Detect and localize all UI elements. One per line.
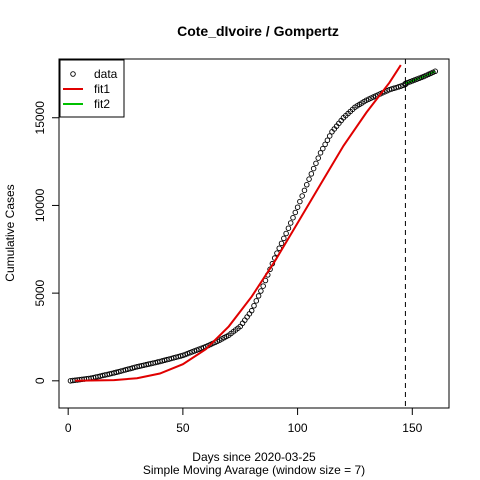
data-point	[252, 303, 257, 308]
x-tick-label: 50	[176, 421, 190, 435]
data-point	[259, 289, 264, 294]
y-axis-label: Cumulative Cases	[3, 184, 17, 281]
data-point	[284, 231, 289, 236]
data-point	[254, 299, 259, 304]
data-point	[309, 172, 314, 177]
data-point	[293, 210, 298, 215]
y-tick-label: 15000	[33, 101, 47, 135]
data-point	[288, 221, 293, 226]
data-point	[300, 194, 305, 199]
data-point	[314, 161, 319, 166]
y-tick-label: 5000	[33, 279, 47, 306]
x-tick-label: 100	[288, 421, 308, 435]
y-axis: 0 5000 10000 15000	[33, 101, 59, 384]
data-point	[304, 182, 309, 187]
data-point	[243, 318, 248, 323]
data-point	[240, 321, 245, 326]
data-point	[249, 308, 254, 313]
x-tick-label: 0	[65, 421, 72, 435]
legend-label-fit1: fit1	[94, 82, 110, 96]
x-tick-label: 150	[402, 421, 422, 435]
data-point	[291, 215, 296, 220]
data-point	[316, 156, 321, 161]
data-point	[282, 236, 287, 241]
data-point	[256, 294, 261, 299]
data-point	[298, 199, 303, 204]
data-point	[311, 166, 316, 171]
data-point	[279, 241, 284, 246]
data-point	[245, 315, 250, 320]
chart-title: Cote_dIvoire / Gompertz	[177, 23, 339, 39]
legend-label-data: data	[94, 67, 118, 81]
x-axis: 0 50 100 150	[65, 408, 423, 435]
data-point	[261, 284, 266, 289]
data-point	[247, 312, 252, 317]
data-point	[286, 226, 291, 231]
data-point	[307, 177, 312, 182]
y-tick-label: 10000	[33, 188, 47, 222]
y-tick-label: 0	[33, 377, 47, 384]
legend-label-fit2: fit2	[94, 97, 110, 111]
data-point	[295, 205, 300, 210]
data-point	[302, 188, 307, 193]
x-axis-sublabel: Simple Moving Avarage (window size = 7)	[143, 463, 365, 477]
x-axis-label: Days since 2020-03-25	[192, 450, 316, 464]
